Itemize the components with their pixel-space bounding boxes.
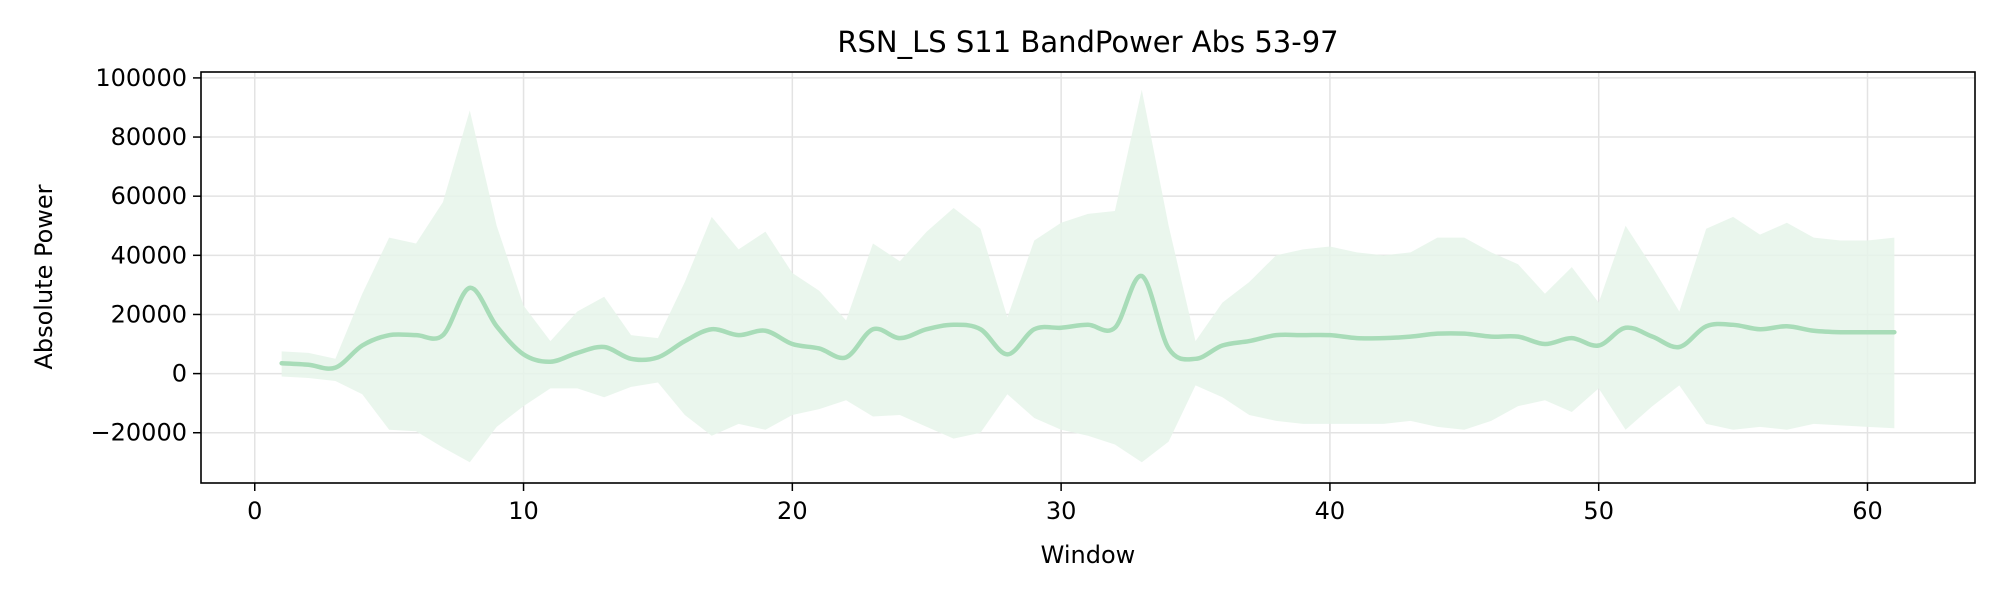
x-tick-label: 50 — [1583, 497, 1614, 525]
x-tick-label: 20 — [777, 497, 808, 525]
x-tick-label: 10 — [508, 497, 539, 525]
line-layer — [279, 273, 1897, 371]
y-axis-label: Absolute Power — [30, 184, 58, 369]
x-tick-label: 30 — [1046, 497, 1077, 525]
x-axis-ticks: 0 10 20 30 40 50 60 — [247, 483, 1883, 525]
y-tick-label: 60000 — [111, 182, 187, 210]
x-tick-label: 40 — [1315, 497, 1346, 525]
y-tick-label: −20000 — [91, 419, 187, 447]
band-layer — [281, 89, 1895, 463]
plot-frame — [200, 71, 1976, 484]
std-band — [281, 89, 1895, 463]
y-axis-ticks: −20000 0 20000 40000 60000 80000 100000 — [91, 64, 201, 447]
y-tick-label: 40000 — [111, 241, 187, 269]
y-tick-label: 80000 — [111, 123, 187, 151]
y-tick-label: 0 — [172, 360, 187, 388]
y-tick-label: 100000 — [95, 64, 187, 92]
chart-title: RSN_LS S11 BandPower Abs 53-97 — [837, 25, 1338, 59]
x-tick-label: 60 — [1852, 497, 1883, 525]
mean-line — [279, 273, 1897, 371]
y-tick-label: 20000 — [111, 300, 187, 328]
x-axis-label: Window — [1041, 541, 1136, 569]
x-tick-label: 0 — [247, 497, 262, 525]
